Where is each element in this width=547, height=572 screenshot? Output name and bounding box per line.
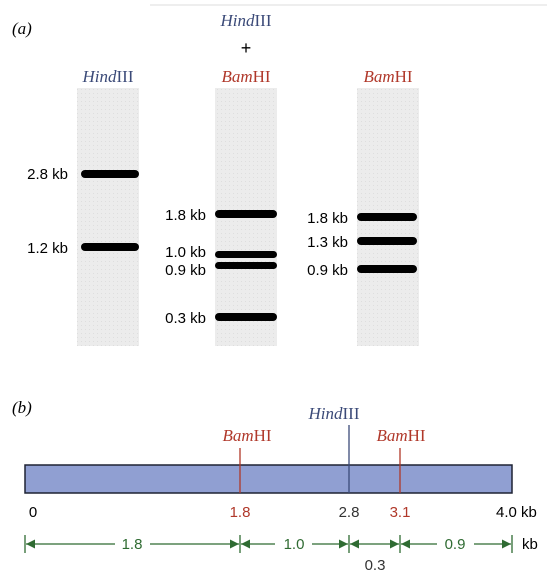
gel-band [357,237,417,245]
lane-title: HindIII [82,67,134,86]
site-label: HindIII [308,404,360,423]
band-label: 1.2 kb [27,240,68,257]
band-label: 1.3 kb [307,234,348,251]
gel-band [357,265,417,273]
gel-lane [77,88,139,346]
lane-title: BamHI [221,67,270,86]
band-label: 1.8 kb [307,210,348,227]
site-label: BamHI [376,426,425,445]
panel-label: (a) [12,19,32,38]
gel-band [215,313,277,321]
enzyme-roman: HI [254,426,272,445]
panel-label: (b) [12,398,32,417]
enzyme-roman: HI [395,67,413,86]
gel-band [215,262,277,269]
band-label: 1.8 kb [165,207,206,224]
band-label: 0.9 kb [307,262,348,279]
lane-title: BamHI [363,67,412,86]
segment-label: 1.0 [284,536,305,553]
enzyme-roman: HI [253,67,271,86]
enzyme-italic: Bam [221,67,252,86]
band-label: 1.0 kb [165,244,206,261]
segment-label: 1.8 [122,536,143,553]
enzyme-italic: Bam [222,426,253,445]
enzyme-italic: Hind [82,67,118,86]
figure: (a) HindIII HindIII + BamHI BamHI 2.8 kb… [0,0,547,572]
enzyme-roman: HI [408,426,426,445]
gel-band [357,213,417,221]
site-label: BamHI [222,426,271,445]
dna-map [25,465,512,493]
position-label: 3.1 [390,504,411,521]
segment-label: 0.3 [365,557,386,572]
lane-title: HindIII [220,11,272,30]
enzyme-roman: III [343,404,360,423]
enzyme-italic: Bam [363,67,394,86]
enzyme-italic: Hind [308,404,344,423]
position-label: 2.8 [339,504,360,521]
unit-label: kb [522,536,538,553]
gel-band [81,243,139,251]
gel-band [215,251,277,258]
enzyme-italic: Hind [220,11,256,30]
enzyme-roman: III [255,11,272,30]
band-label: 2.8 kb [27,166,68,183]
gel-band [81,170,139,178]
gel-band [215,210,277,218]
position-label: 1.8 [230,504,251,521]
enzyme-italic: Bam [376,426,407,445]
segment-label: 0.9 [445,536,466,553]
position-label: 0 [29,504,37,521]
joiner: + [241,38,252,58]
band-label: 0.3 kb [165,310,206,327]
position-label: 4.0 kb [496,504,537,521]
enzyme-roman: III [117,67,134,86]
band-label: 0.9 kb [165,262,206,279]
